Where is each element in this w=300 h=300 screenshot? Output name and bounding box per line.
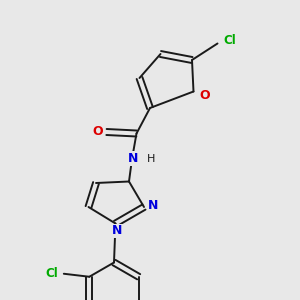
- Text: H: H: [147, 154, 156, 164]
- Text: Cl: Cl: [224, 34, 236, 47]
- Text: O: O: [93, 125, 104, 138]
- Text: N: N: [148, 199, 158, 212]
- Text: Cl: Cl: [45, 267, 58, 280]
- Text: N: N: [128, 152, 139, 165]
- Text: N: N: [112, 224, 122, 238]
- Text: O: O: [200, 88, 210, 102]
